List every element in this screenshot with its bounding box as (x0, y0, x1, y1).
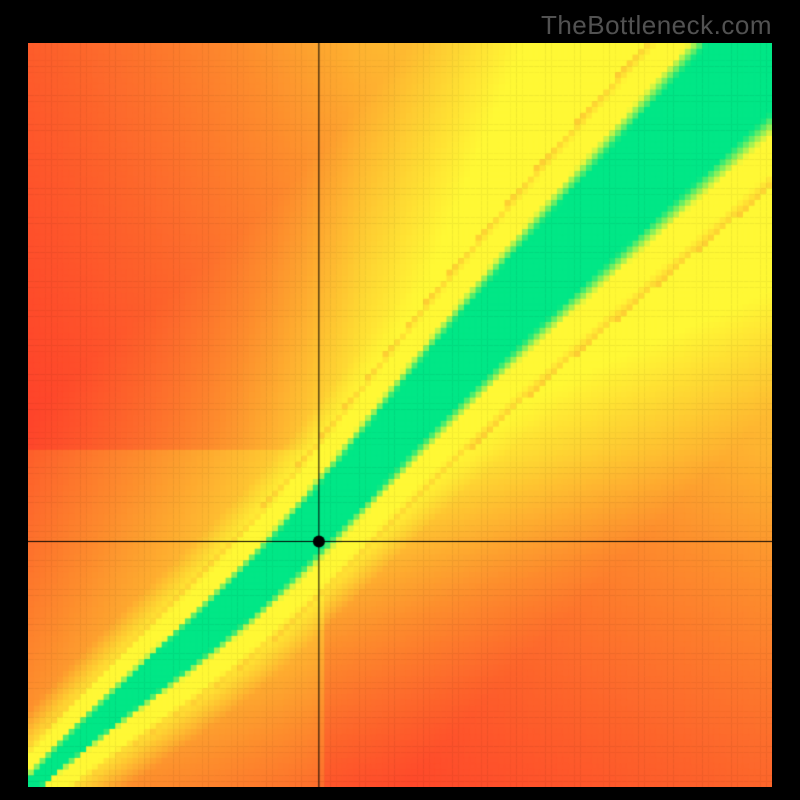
chart-container: TheBottleneck.com (0, 0, 800, 800)
heatmap-canvas (28, 43, 772, 787)
watermark-text: TheBottleneck.com (541, 10, 772, 41)
heatmap-plot (28, 43, 772, 787)
